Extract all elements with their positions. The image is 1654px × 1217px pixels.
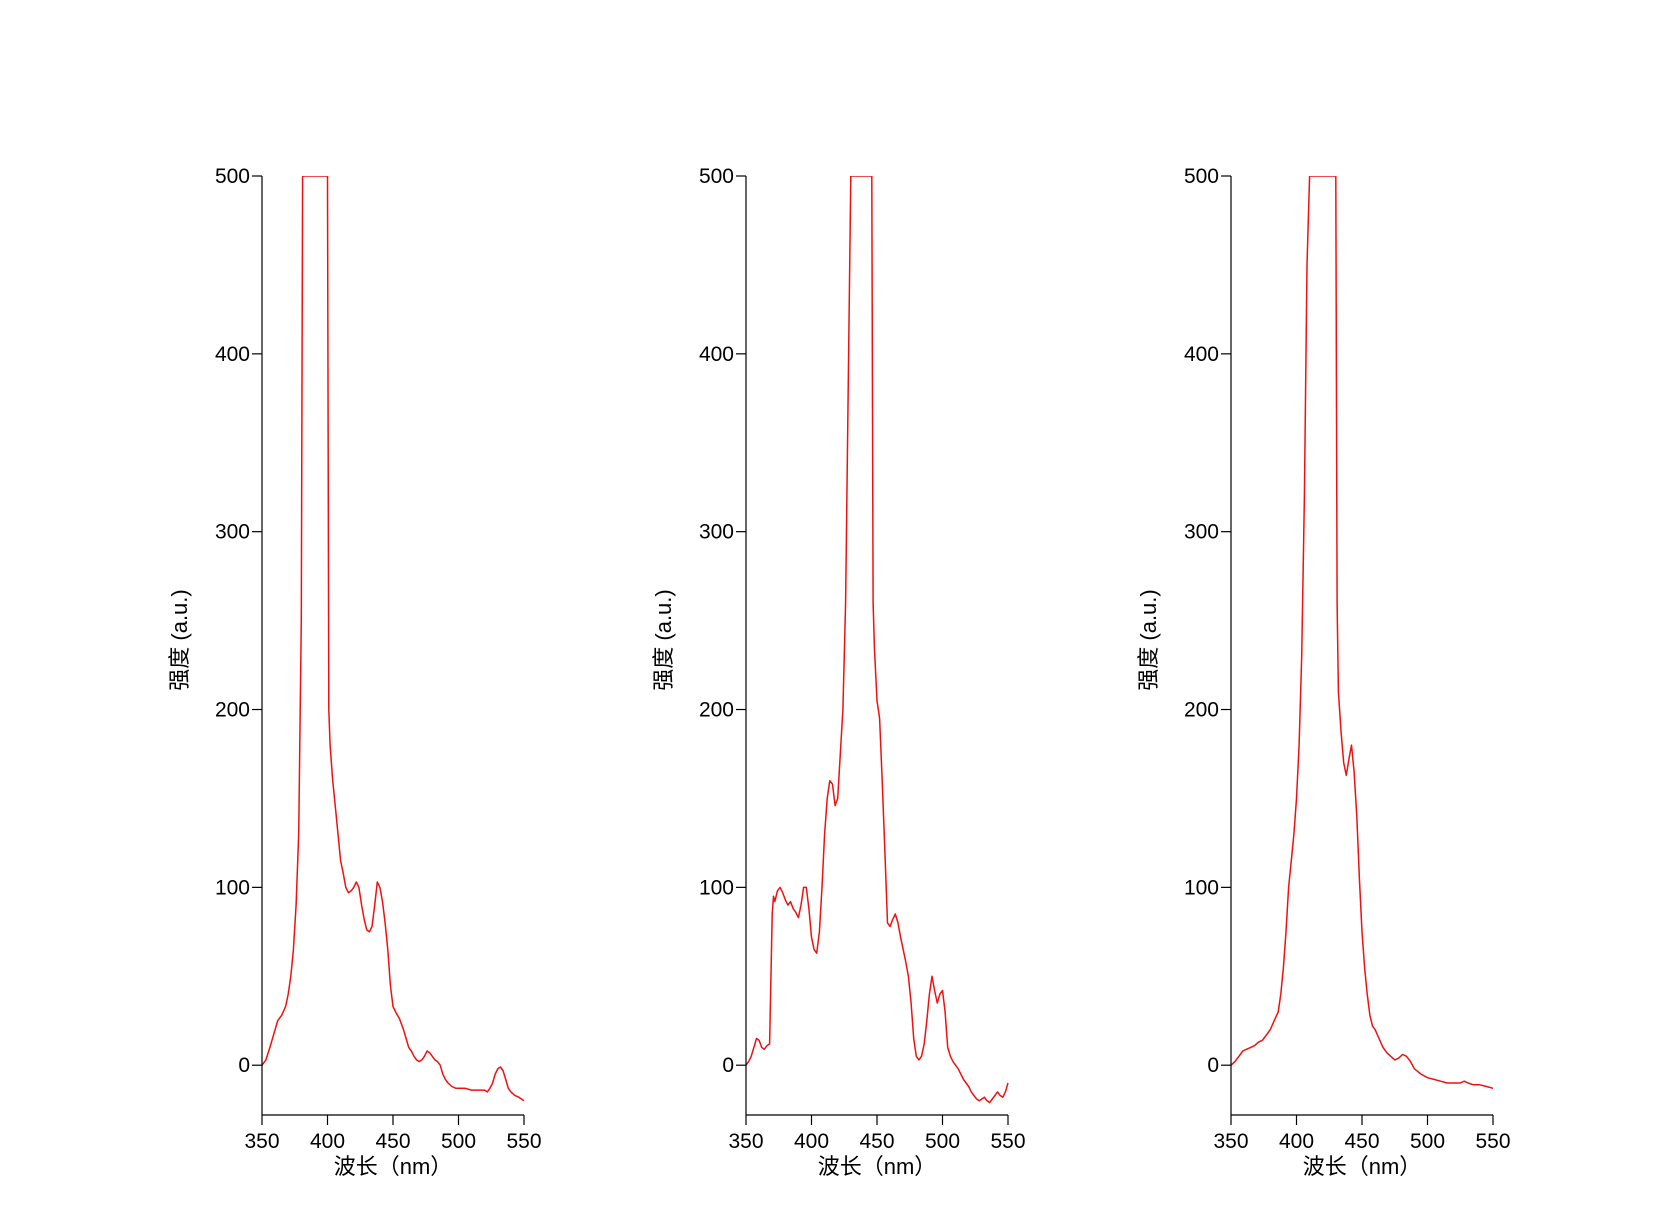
chart-panel-2: 0 100 200 300 400 500 350 400 450 500 550 波长（nm） 强度 … bbox=[651, 165, 1026, 1179]
y-tick-label: 200 bbox=[1184, 699, 1219, 722]
x-tick-label: 450 bbox=[1344, 1130, 1379, 1153]
x-tick-label: 400 bbox=[794, 1130, 829, 1153]
y-tick-label: 0 bbox=[722, 1054, 734, 1077]
x-tick-label: 550 bbox=[506, 1130, 541, 1153]
x-tick-label: 550 bbox=[990, 1130, 1025, 1153]
y-tick-label: 500 bbox=[699, 165, 734, 188]
x-tick-label: 350 bbox=[728, 1130, 763, 1153]
y-tick-label: 100 bbox=[699, 876, 734, 899]
x-tick-label: 400 bbox=[1279, 1130, 1314, 1153]
x-tick-label: 500 bbox=[1410, 1130, 1445, 1153]
x-tick-label: 500 bbox=[925, 1130, 960, 1153]
y-axis-title: 强度 (a.u.) bbox=[167, 589, 192, 690]
x-axis-title: 波长（nm） bbox=[1303, 1154, 1422, 1179]
chart-panel-1: 0 100 200 300 400 500 350 400 450 500 550 波长（nm） 强度 … bbox=[167, 165, 542, 1179]
x-axis-title: 波长（nm） bbox=[334, 1154, 453, 1179]
y-tick-label: 400 bbox=[699, 343, 734, 366]
y-tick-label: 0 bbox=[1207, 1054, 1219, 1077]
y-tick-label: 0 bbox=[238, 1054, 250, 1077]
x-tick-label: 400 bbox=[310, 1130, 345, 1153]
y-axis-title: 强度 (a.u.) bbox=[651, 589, 676, 690]
x-tick-label: 450 bbox=[375, 1130, 410, 1153]
x-tick-label: 350 bbox=[1213, 1130, 1248, 1153]
series-line-1 bbox=[1231, 176, 1494, 1090]
series-line-1 bbox=[262, 176, 525, 1102]
x-axis-title: 波长（nm） bbox=[818, 1154, 937, 1179]
x-tick-label: 350 bbox=[244, 1130, 279, 1153]
y-tick-label: 100 bbox=[215, 876, 250, 899]
y-tick-label: 400 bbox=[215, 343, 250, 366]
y-tick-label: 100 bbox=[1184, 876, 1219, 899]
y-tick-label: 300 bbox=[699, 521, 734, 544]
chart-panel-3: 0 100 200 300 400 500 350 400 450 500 550 波长（nm） 强度 … bbox=[1136, 165, 1511, 1179]
y-axis-title: 强度 (a.u.) bbox=[1136, 589, 1161, 690]
y-tick-label: 300 bbox=[1184, 521, 1219, 544]
x-tick-label: 550 bbox=[1475, 1130, 1510, 1153]
x-tick-label: 450 bbox=[859, 1130, 894, 1153]
y-tick-label: 400 bbox=[1184, 343, 1219, 366]
y-tick-label: 200 bbox=[699, 699, 734, 722]
y-tick-label: 200 bbox=[215, 699, 250, 722]
y-tick-label: 500 bbox=[215, 165, 250, 188]
x-tick-label: 500 bbox=[441, 1130, 476, 1153]
y-tick-label: 300 bbox=[215, 521, 250, 544]
series-line-1 bbox=[746, 176, 1009, 1104]
y-tick-label: 500 bbox=[1184, 165, 1219, 188]
